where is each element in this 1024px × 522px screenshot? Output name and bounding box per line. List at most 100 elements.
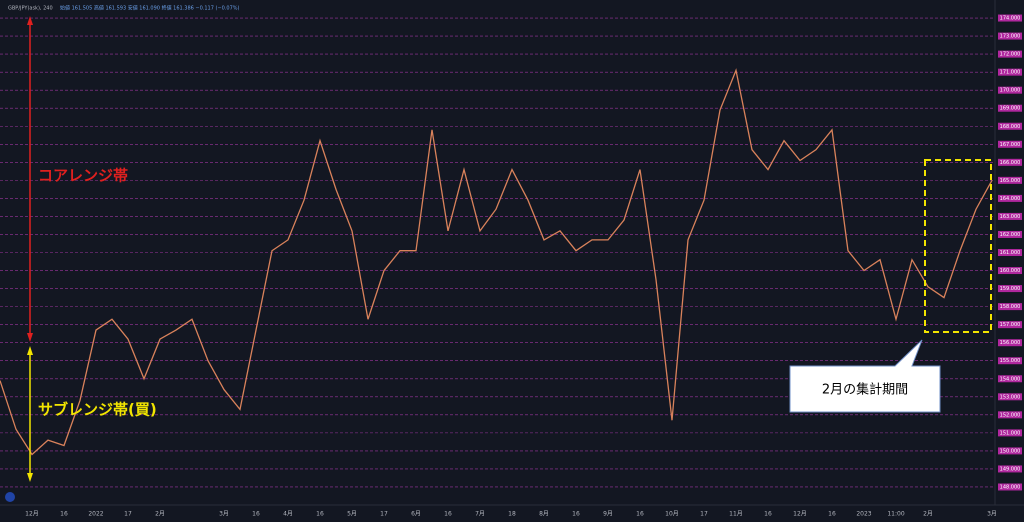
y-tick-label: 149.000: [1000, 466, 1021, 472]
logo: [5, 492, 15, 502]
x-tick-label: 16: [636, 511, 644, 518]
core-label: コアレンジ帯: [38, 167, 128, 185]
tick-box: [998, 176, 1022, 184]
y-tick-label: 153.000: [1000, 394, 1021, 400]
x-tick-label: 9月: [603, 511, 613, 518]
x-tick-label: 16: [828, 511, 836, 518]
y-tick-label: 155.000: [1000, 358, 1021, 364]
x-tick-label: 16: [764, 511, 772, 518]
tick-box: [998, 429, 1022, 437]
x-tick-label: 16: [252, 511, 260, 518]
x-tick-label: 2月: [155, 511, 165, 518]
x-tick-label: 6月: [411, 511, 421, 518]
tick-box: [998, 267, 1022, 275]
price-line: [0, 68, 993, 456]
x-tick-label: 2月: [923, 511, 933, 518]
x-tick-label: 18: [508, 511, 516, 518]
grid: [0, 17, 995, 488]
plot: [0, 68, 993, 456]
tick-box: [998, 285, 1022, 293]
x-tick-label: 7月: [475, 511, 485, 518]
y-tick-label: 158.000: [1000, 304, 1021, 310]
y-tick-label: 170.000: [1000, 88, 1021, 94]
callout-text: 2月の集計期間: [822, 382, 908, 398]
tick-box: [998, 212, 1022, 220]
y-tick-label: 172.000: [1000, 52, 1021, 58]
tick-box: [998, 14, 1022, 22]
y-tick-label: 173.000: [1000, 34, 1021, 40]
arrow-head: [27, 346, 33, 355]
x-tick-label: 10月: [665, 511, 679, 518]
x-tick-label: 8月: [539, 511, 549, 518]
x-tick-label: 3月: [219, 511, 229, 518]
x-tick-label: 16: [572, 511, 580, 518]
y-tick-label: 160.000: [1000, 268, 1021, 274]
x-tick-label: 17: [380, 511, 388, 518]
tick-box: [998, 357, 1022, 365]
arrow-head: [27, 333, 33, 342]
x-tick-label: 3月: [987, 511, 997, 518]
tick-box: [998, 104, 1022, 112]
tick-box: [998, 32, 1022, 40]
y-tick-label: 154.000: [1000, 376, 1021, 382]
tick-box: [998, 194, 1022, 202]
tick-box: [998, 411, 1022, 419]
tick-box: [998, 158, 1022, 166]
y-tick-label: 167.000: [1000, 142, 1021, 148]
y-tick-label: 164.000: [1000, 196, 1021, 202]
tick-box: [998, 230, 1022, 238]
arrow-head: [27, 16, 33, 25]
y-tick-label: 156.000: [1000, 340, 1021, 346]
tick-box: [998, 375, 1022, 383]
y-tick-label: 162.000: [1000, 232, 1021, 238]
x-tick-label: 11:00: [887, 511, 904, 518]
x-tick-label: 5月: [347, 511, 357, 518]
x-tick-label: 4月: [283, 511, 293, 518]
x-tick-label: 17: [700, 511, 708, 518]
y-tick-label: 169.000: [1000, 106, 1021, 112]
y-tick-label: 159.000: [1000, 286, 1021, 292]
tick-box: [998, 122, 1022, 130]
x-tick-label: 17: [124, 511, 132, 518]
x-tick-label: 16: [60, 511, 68, 518]
y-tick-label: 152.000: [1000, 412, 1021, 418]
y-tick-label: 171.000: [1000, 70, 1021, 76]
period-box: [924, 159, 992, 333]
y-tick-label: 174.000: [1000, 16, 1021, 22]
tick-box: [998, 50, 1022, 58]
y-tick-label: 151.000: [1000, 430, 1021, 436]
y-tick-label: 161.000: [1000, 250, 1021, 256]
y-tick-label: 150.000: [1000, 448, 1021, 454]
tick-box: [998, 447, 1022, 455]
x-tick-label: 16: [444, 511, 452, 518]
y-tick-label: 168.000: [1000, 124, 1021, 130]
x-tick-label: 11月: [729, 511, 743, 518]
tick-box: [998, 249, 1022, 257]
tick-box: [998, 86, 1022, 94]
y-tick-label: 165.000: [1000, 178, 1021, 184]
tick-box: [998, 483, 1022, 491]
y-tick-label: 157.000: [1000, 322, 1021, 328]
x-tick-label: 2023: [856, 511, 871, 518]
sub-label: サブレンジ帯(買): [38, 401, 157, 419]
y-tick-label: 166.000: [1000, 160, 1021, 166]
x-tick-label: 12月: [793, 511, 807, 518]
arrow-head: [27, 473, 33, 482]
tick-box: [998, 303, 1022, 311]
ohlc: 始値 161.505 高値 161.593 安値 161.090 終値 161.…: [60, 5, 240, 12]
y-tick-label: 148.000: [1000, 484, 1021, 490]
tick-box: [998, 393, 1022, 401]
tick-box: [998, 140, 1022, 148]
tick-box: [998, 339, 1022, 347]
callout: [789, 339, 941, 413]
tick-box: [998, 465, 1022, 473]
x-tick-label: 16: [316, 511, 324, 518]
chart-title: GBP/JPY(ask), 240: [8, 6, 53, 12]
tick-box: [998, 68, 1022, 76]
x-tick-label: 12月: [25, 511, 39, 518]
x-tick-label: 2022: [88, 511, 103, 518]
tick-box: [998, 321, 1022, 329]
y-tick-label: 163.000: [1000, 214, 1021, 220]
